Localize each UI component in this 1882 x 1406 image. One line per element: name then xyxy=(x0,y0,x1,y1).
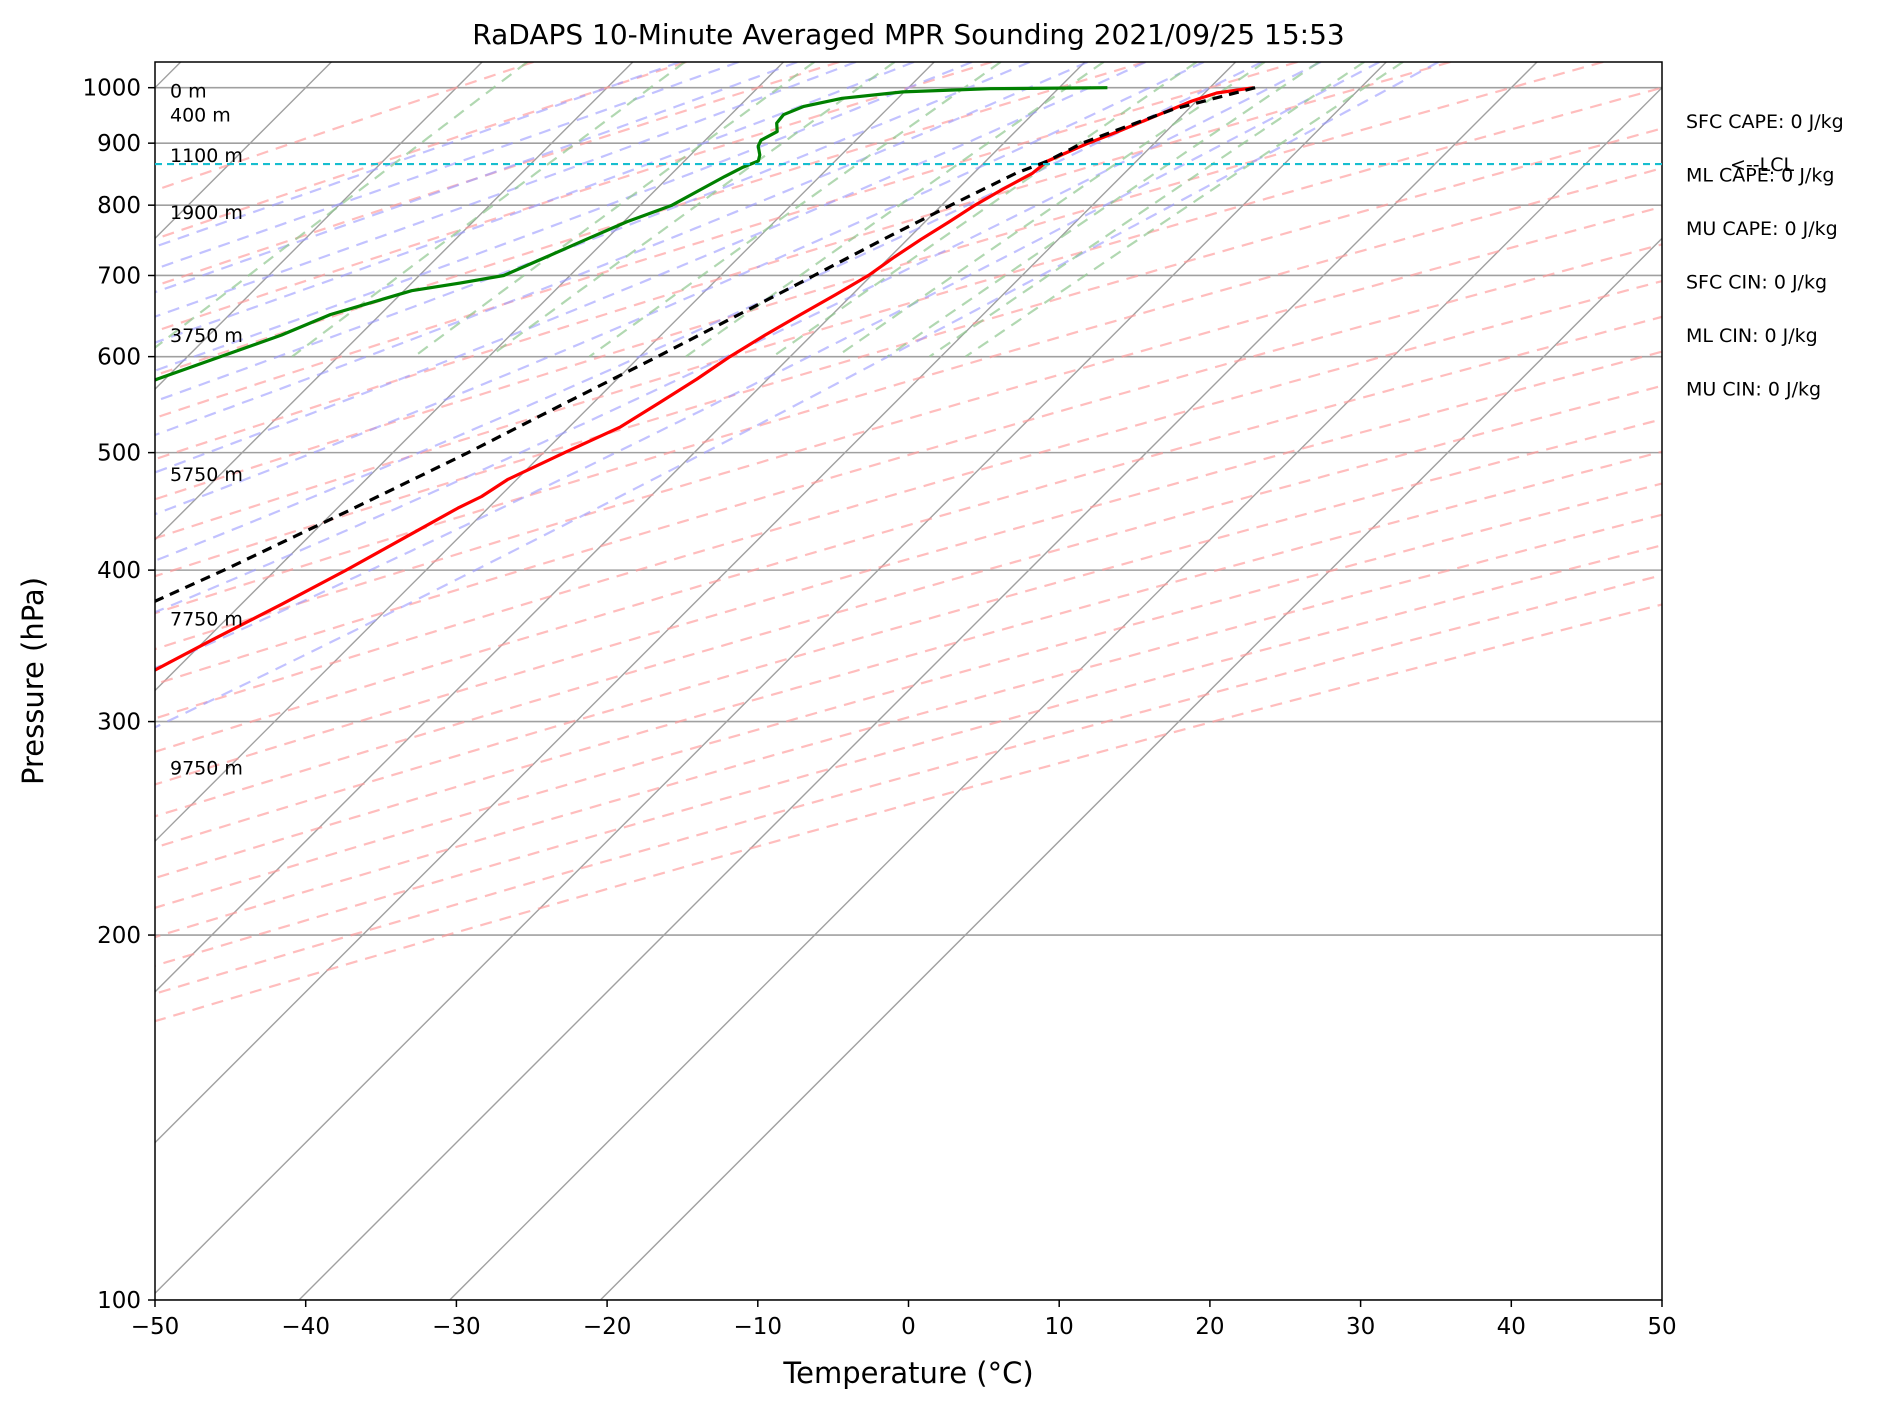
parcel-line xyxy=(155,86,1256,603)
isotherm-line xyxy=(155,62,1387,1295)
dry-adiabat xyxy=(155,384,1662,818)
dry-adiabat xyxy=(155,62,687,241)
dry-adiabat xyxy=(155,167,1662,615)
isotherm-line xyxy=(155,62,1237,1144)
x-tick-label: −20 xyxy=(583,1314,632,1340)
moist-adiabat xyxy=(155,62,1380,670)
temperature-line xyxy=(155,86,1254,672)
moist-adiabat xyxy=(155,62,1205,516)
sounding-series xyxy=(155,86,1256,672)
y-tick-label: 500 xyxy=(97,441,141,467)
y-tick-label: 100 xyxy=(97,1288,141,1314)
mixing-ratio-line xyxy=(489,62,896,358)
y-tick-label: 1000 xyxy=(82,76,141,102)
dry-adiabat xyxy=(155,574,1662,995)
mixing-ratio-line xyxy=(772,62,1198,358)
height-label: 5750 m xyxy=(170,464,243,486)
mixing-ratio-line xyxy=(836,62,1266,358)
dry-adiabat xyxy=(155,62,993,333)
y-tick-label: 300 xyxy=(97,710,141,736)
height-label: 3750 m xyxy=(170,325,243,347)
x-axis: −50 −40 −30 −20 −10 0 10 20 30 40 50 xyxy=(131,1300,1677,1340)
dewpoint-line xyxy=(155,86,1108,382)
x-tick-label: −40 xyxy=(281,1314,330,1340)
isotherm-line xyxy=(599,237,1662,1300)
stability-index: MU CAPE: 0 J/kg xyxy=(1686,218,1838,240)
height-label: 400 m xyxy=(170,105,231,127)
isotherm-line xyxy=(155,62,634,541)
y-tick-label: 600 xyxy=(97,345,141,371)
moist-adiabat xyxy=(155,62,1263,562)
mixing-ratio-line xyxy=(291,62,686,358)
isotherm-line xyxy=(449,86,1662,1300)
dry-adiabat xyxy=(155,62,1298,420)
isotherm-line xyxy=(155,62,784,692)
mixing-ratio-line xyxy=(886,62,1320,358)
stability-index: MU CIN: 0 J/kg xyxy=(1686,379,1821,401)
stability-index: ML CIN: 0 J/kg xyxy=(1686,325,1818,347)
x-tick-label: 40 xyxy=(1497,1314,1526,1340)
x-tick-label: −30 xyxy=(432,1314,481,1340)
y-tick-label: 400 xyxy=(97,558,141,584)
x-tick-label: 50 xyxy=(1647,1314,1676,1340)
x-tick-label: 20 xyxy=(1195,1314,1224,1340)
dry-adiabat xyxy=(155,62,1146,377)
height-labels: 9750 m 7750 m 5750 m 3750 m 1900 m 1100 m 400 … xyxy=(170,80,243,779)
mixing-ratio-line xyxy=(964,62,1404,358)
dry-adiabat xyxy=(155,86,1662,540)
moist-adiabat xyxy=(155,62,1439,729)
height-label: 7750 m xyxy=(170,608,243,630)
mixing-ratio-line xyxy=(155,62,528,349)
lcl-label: <--LCL xyxy=(1730,154,1794,176)
isotherm-line xyxy=(298,62,1538,1300)
dry-adiabat xyxy=(155,62,534,192)
isotherm-line xyxy=(155,62,935,843)
stability-index: ML CAPE: 0 J/kg xyxy=(1686,165,1834,187)
x-tick-label: 30 xyxy=(1346,1314,1375,1340)
x-axis-label: Temperature (°C) xyxy=(782,1356,1033,1390)
mixing-ratio-line xyxy=(588,62,1002,358)
dry-adiabat xyxy=(155,513,1662,939)
height-label: 1100 m xyxy=(170,145,243,167)
x-tick-label: 10 xyxy=(1045,1314,1074,1340)
isotherm-line xyxy=(155,62,483,391)
height-label: 0 m xyxy=(170,80,207,102)
dry-adiabat xyxy=(155,315,1662,753)
moist-adiabat xyxy=(155,62,1089,437)
y-tick-label: 200 xyxy=(97,923,141,949)
mixing-ratio-line xyxy=(685,62,1105,358)
x-tick-label: −50 xyxy=(131,1314,180,1340)
moist-adiabat xyxy=(155,62,973,372)
y-tick-label: 900 xyxy=(97,131,141,157)
background-lines xyxy=(155,62,1662,1300)
stability-index: SFC CAPE: 0 J/kg xyxy=(1686,111,1844,133)
y-axis-label: Pressure (hPa) xyxy=(16,577,50,785)
mixing-ratio-line xyxy=(928,62,1365,358)
chart-title: RaDAPS 10-Minute Averaged MPR Sounding 2… xyxy=(472,18,1344,51)
stability-index: SFC CIN: 0 J/kg xyxy=(1686,272,1827,294)
height-label: 9750 m xyxy=(170,757,243,779)
mixing-ratio-line xyxy=(413,62,815,358)
moist-adiabat xyxy=(155,62,1147,474)
dry-adiabat xyxy=(155,127,1662,578)
x-tick-label: −10 xyxy=(734,1314,783,1340)
dry-adiabat xyxy=(155,450,1662,880)
moist-adiabat xyxy=(155,62,1031,403)
x-tick-label: 0 xyxy=(901,1314,916,1340)
y-tick-label: 800 xyxy=(97,193,141,219)
lcl-marker: <--LCL xyxy=(155,154,1794,176)
dry-adiabat xyxy=(155,350,1662,786)
y-tick-label: 700 xyxy=(97,263,141,289)
height-label: 1900 m xyxy=(170,202,243,224)
stability-indices: SFC CAPE: 0 J/kg ML CAPE: 0 J/kg MU CAPE: … xyxy=(1686,111,1844,401)
y-axis: 100 200 300 400 500 600 700 800 900 1000 xyxy=(82,76,155,1314)
moist-adiabat xyxy=(155,62,1322,614)
